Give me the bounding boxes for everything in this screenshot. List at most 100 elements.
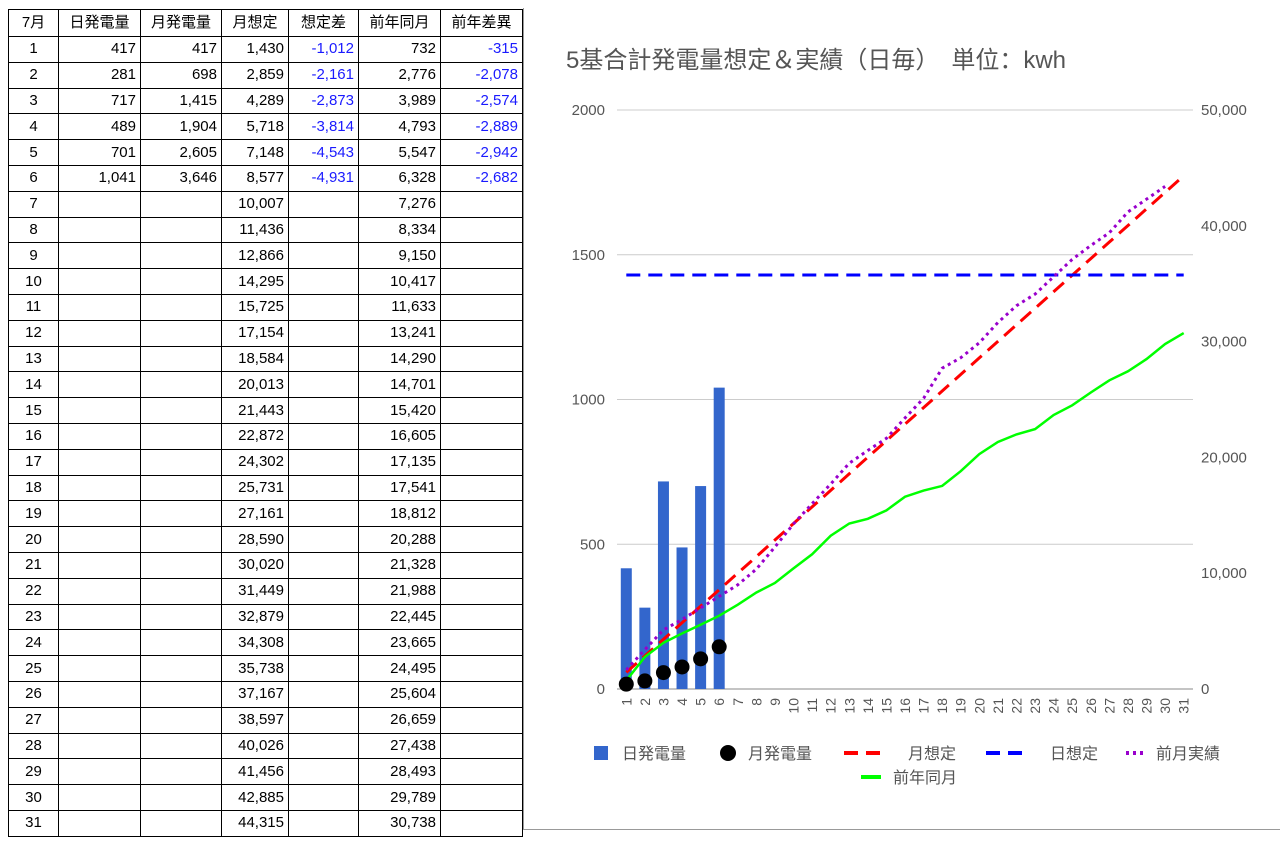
table-row: 27 38,597 26,659	[8, 706, 523, 734]
table-cell	[440, 242, 523, 270]
table-row: 24 34,308 23,665	[8, 629, 523, 657]
point	[674, 659, 690, 675]
table-cell: 10,417	[358, 268, 441, 295]
table-cell: -2,873	[288, 87, 359, 115]
point	[618, 676, 634, 692]
table-cell: 15,420	[358, 397, 441, 424]
table-cell	[58, 706, 141, 734]
table-cell	[440, 603, 523, 631]
table-cell: -2,161	[288, 61, 359, 89]
table-cell	[440, 526, 523, 553]
table-row: 26 37,167 25,604	[8, 680, 523, 708]
legend-label: 日想定	[1050, 745, 1098, 763]
table-cell	[440, 422, 523, 450]
table-row: 20 28,590 20,288	[8, 526, 523, 553]
y-tick-label: 500	[580, 536, 605, 553]
x-tick-label: 20	[971, 698, 987, 714]
table-cell	[58, 422, 141, 450]
table-cell	[140, 293, 222, 321]
table-cell: 44,315	[221, 809, 289, 837]
table-cell: -2,942	[440, 139, 523, 166]
table-cell: 28,590	[221, 526, 289, 553]
table-cell	[58, 784, 141, 811]
legend-swatch	[720, 745, 736, 761]
table-cell: 24	[8, 629, 59, 657]
table-cell: 17	[8, 448, 59, 476]
chart: 5基合計発電量想定＆実績（日毎） 単位：kwh 0 500 1000 1500 2000…	[523, 8, 1280, 830]
table-cell: 3,989	[358, 87, 441, 115]
table-cell: 5,547	[358, 139, 441, 166]
x-tick-label: 22	[1008, 698, 1024, 714]
table-cell	[440, 809, 523, 837]
table-cell	[140, 371, 222, 399]
y-tick-label: 1000	[572, 392, 605, 409]
table-cell	[288, 190, 359, 218]
table-cell	[288, 448, 359, 476]
table-cell	[58, 319, 141, 347]
table-cell	[58, 603, 141, 631]
table-cell: -2,889	[440, 113, 523, 141]
table-cell	[58, 629, 141, 657]
table-cell: 24,302	[221, 448, 289, 476]
x-tick-label: 2	[637, 698, 653, 706]
table-cell	[288, 551, 359, 579]
table-row: 4 489 1,904 5,718 -3,814 4,793 -2,889	[8, 113, 523, 141]
x-tick-label: 30	[1157, 698, 1173, 714]
table-cell: 23,665	[358, 629, 441, 657]
x-tick-label: 29	[1139, 698, 1155, 714]
table-cell: 281	[58, 61, 141, 89]
table-cell: 29	[8, 758, 59, 786]
table-cell: 14,290	[358, 345, 441, 373]
table-cell	[140, 474, 222, 502]
table-cell	[440, 577, 523, 605]
table-cell: 25	[8, 655, 59, 682]
table-cell: 14	[8, 371, 59, 399]
table-row: 17 24,302 17,135	[8, 448, 523, 476]
x-tick-label: 3	[655, 698, 671, 706]
table-cell: 17,135	[358, 448, 441, 476]
table-cell: 7,148	[221, 139, 289, 166]
table-cell	[288, 784, 359, 811]
table-cell: 11	[8, 293, 59, 321]
table-cell	[288, 577, 359, 605]
table-cell	[288, 680, 359, 708]
table-cell	[440, 216, 523, 244]
table-cell	[140, 500, 222, 528]
table-cell: 23	[8, 603, 59, 631]
x-tick-label: 21	[990, 698, 1006, 714]
table-cell: 8	[8, 216, 59, 244]
bar	[695, 486, 707, 689]
x-tick-label: 6	[711, 698, 727, 706]
line-series	[625, 174, 1185, 674]
table-cell: 42,885	[221, 784, 289, 811]
table-row: 8 11,436 8,334	[8, 216, 523, 244]
table-row: 7月 日発電量 月発電量 月想定 想定差 前年同月 前年差異	[8, 9, 523, 37]
legend-label: 前月実績	[1156, 745, 1220, 763]
y2-tick-label: 40,000	[1201, 218, 1247, 235]
table-cell: 日発電量	[58, 9, 141, 37]
table-cell: 31	[8, 809, 59, 837]
table-cell	[288, 397, 359, 424]
table-cell: 38,597	[221, 706, 289, 734]
table-cell: 18,584	[221, 345, 289, 373]
table-cell	[58, 448, 141, 476]
table-cell: 14,701	[358, 371, 441, 399]
table-cell	[288, 242, 359, 270]
table-cell: 19	[8, 500, 59, 528]
table-cell: 7,276	[358, 190, 441, 218]
table-cell: 18,812	[358, 500, 441, 528]
table-cell: -4,931	[288, 164, 359, 192]
table-cell	[288, 603, 359, 631]
table-cell: 7月	[8, 9, 59, 37]
table-cell	[440, 758, 523, 786]
table-cell	[58, 268, 141, 295]
x-tick-label: 5	[693, 698, 709, 706]
table-cell: 37,167	[221, 680, 289, 708]
table-cell: 417	[58, 36, 141, 63]
table-cell: 4,289	[221, 87, 289, 115]
table-cell	[58, 293, 141, 321]
table-cell	[140, 448, 222, 476]
table-row: 5 701 2,605 7,148 -4,543 5,547 -2,942	[8, 139, 523, 166]
y2-tick-label: 10,000	[1201, 565, 1247, 582]
table-cell: 5	[8, 139, 59, 166]
